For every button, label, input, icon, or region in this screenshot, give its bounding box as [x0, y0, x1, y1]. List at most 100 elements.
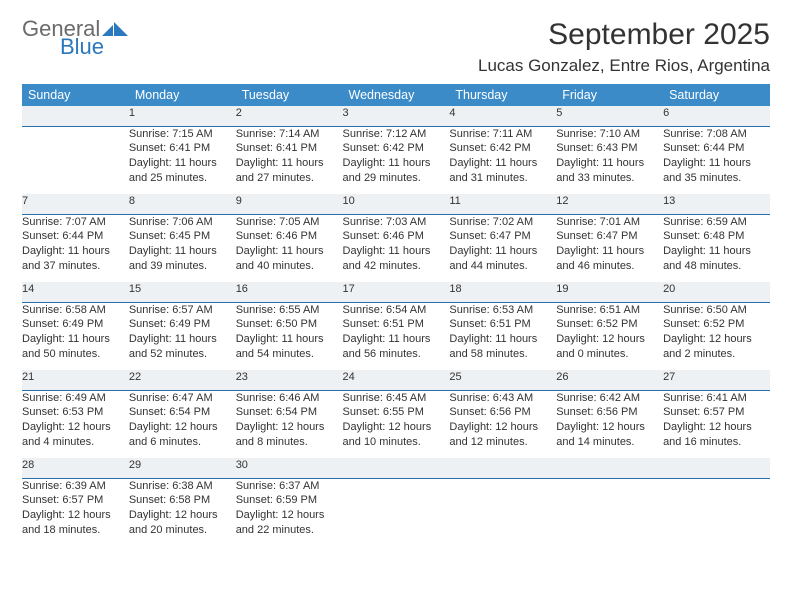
daylight-text-2: and 58 minutes.	[449, 347, 556, 362]
daylight-text-1: Daylight: 11 hours	[556, 244, 663, 259]
sunrise-text: Sunrise: 6:37 AM	[236, 479, 343, 494]
sunset-text: Sunset: 6:55 PM	[343, 405, 450, 420]
sunrise-text: Sunrise: 7:02 AM	[449, 215, 556, 230]
daylight-text-2: and 40 minutes.	[236, 259, 343, 274]
sunset-text: Sunset: 6:49 PM	[129, 317, 236, 332]
day-info-cell: Sunrise: 6:38 AMSunset: 6:58 PMDaylight:…	[129, 478, 236, 546]
daylight-text-2: and 25 minutes.	[129, 171, 236, 186]
daylight-text-1: Daylight: 11 hours	[236, 332, 343, 347]
day-info-row: Sunrise: 6:39 AMSunset: 6:57 PMDaylight:…	[22, 478, 770, 546]
daylight-text-1: Daylight: 11 hours	[449, 332, 556, 347]
day-number-cell: 19	[556, 282, 663, 302]
daylight-text-1: Daylight: 12 hours	[236, 420, 343, 435]
title-block: September 2025 Lucas Gonzalez, Entre Rio…	[478, 18, 770, 76]
sunset-text: Sunset: 6:52 PM	[556, 317, 663, 332]
daylight-text-2: and 2 minutes.	[663, 347, 770, 362]
daylight-text-2: and 48 minutes.	[663, 259, 770, 274]
day-info-cell: Sunrise: 7:12 AMSunset: 6:42 PMDaylight:…	[343, 126, 450, 194]
day-info-cell: Sunrise: 7:05 AMSunset: 6:46 PMDaylight:…	[236, 214, 343, 282]
day-info-row: Sunrise: 6:49 AMSunset: 6:53 PMDaylight:…	[22, 390, 770, 458]
day-number-row: 123456	[22, 106, 770, 126]
daylight-text-2: and 33 minutes.	[556, 171, 663, 186]
day-info-cell: Sunrise: 7:02 AMSunset: 6:47 PMDaylight:…	[449, 214, 556, 282]
daylight-text-1: Daylight: 12 hours	[663, 332, 770, 347]
day-info-cell: Sunrise: 6:39 AMSunset: 6:57 PMDaylight:…	[22, 478, 129, 546]
day-number-cell: 1	[129, 106, 236, 126]
calendar-header-row: SundayMondayTuesdayWednesdayThursdayFrid…	[22, 84, 770, 106]
day-info-cell: Sunrise: 6:59 AMSunset: 6:48 PMDaylight:…	[663, 214, 770, 282]
day-number-cell	[556, 458, 663, 478]
daylight-text-2: and 39 minutes.	[129, 259, 236, 274]
day-number-cell: 26	[556, 370, 663, 390]
sunrise-text: Sunrise: 6:42 AM	[556, 391, 663, 406]
day-number-cell: 12	[556, 194, 663, 214]
daylight-text-1: Daylight: 12 hours	[343, 420, 450, 435]
logo: General Blue	[22, 18, 128, 58]
header: General Blue September 2025 Lucas Gonzal…	[22, 18, 770, 76]
day-info-cell: Sunrise: 6:53 AMSunset: 6:51 PMDaylight:…	[449, 302, 556, 370]
day-info-cell: Sunrise: 6:58 AMSunset: 6:49 PMDaylight:…	[22, 302, 129, 370]
sunset-text: Sunset: 6:42 PM	[449, 141, 556, 156]
daylight-text-1: Daylight: 12 hours	[236, 508, 343, 523]
daylight-text-2: and 10 minutes.	[343, 435, 450, 450]
sunrise-text: Sunrise: 6:39 AM	[22, 479, 129, 494]
day-number-cell	[449, 458, 556, 478]
weekday-header: Saturday	[663, 84, 770, 106]
sunset-text: Sunset: 6:51 PM	[449, 317, 556, 332]
day-number-cell: 11	[449, 194, 556, 214]
day-number-cell: 6	[663, 106, 770, 126]
calendar-body: 123456Sunrise: 7:15 AMSunset: 6:41 PM Day…	[22, 106, 770, 546]
daylight-text-1: Daylight: 11 hours	[556, 156, 663, 171]
daylight-text-1: Daylight: 11 hours	[129, 332, 236, 347]
sunrise-text: Sunrise: 6:38 AM	[129, 479, 236, 494]
daylight-text-1: Daylight: 12 hours	[449, 420, 556, 435]
logo-text-blue: Blue	[60, 36, 128, 58]
daylight-text-2: and 52 minutes.	[129, 347, 236, 362]
sunrise-text: Sunrise: 6:47 AM	[129, 391, 236, 406]
day-info-cell: Sunrise: 6:37 AMSunset: 6:59 PMDaylight:…	[236, 478, 343, 546]
sunset-text: Sunset: 6:56 PM	[449, 405, 556, 420]
daylight-text-1: Daylight: 12 hours	[663, 420, 770, 435]
day-number-cell: 9	[236, 194, 343, 214]
day-info-cell: Sunrise: 6:54 AMSunset: 6:51 PMDaylight:…	[343, 302, 450, 370]
day-number-cell: 3	[343, 106, 450, 126]
sunset-text: Sunset: 6:48 PM	[663, 229, 770, 244]
month-title: September 2025	[478, 18, 770, 52]
sunset-text: Sunset: 6:44 PM	[663, 141, 770, 156]
sunrise-text: Sunrise: 7:15 AM	[129, 127, 236, 142]
sunset-text: Sunset: 6:54 PM	[129, 405, 236, 420]
day-info-cell: Sunrise: 7:06 AMSunset: 6:45 PMDaylight:…	[129, 214, 236, 282]
daylight-text-2: and 20 minutes.	[129, 523, 236, 538]
weekday-header: Monday	[129, 84, 236, 106]
day-info-cell: Sunrise: 7:10 AMSunset: 6:43 PMDaylight:…	[556, 126, 663, 194]
day-number-cell: 15	[129, 282, 236, 302]
sunrise-text: Sunrise: 7:11 AM	[449, 127, 556, 142]
day-info-cell: Sunrise: 6:45 AMSunset: 6:55 PMDaylight:…	[343, 390, 450, 458]
day-info-row: Sunrise: 7:07 AMSunset: 6:44 PMDaylight:…	[22, 214, 770, 282]
daylight-text-2: and 54 minutes.	[236, 347, 343, 362]
weekday-header: Tuesday	[236, 84, 343, 106]
daylight-text-1: Daylight: 11 hours	[22, 244, 129, 259]
day-number-cell: 4	[449, 106, 556, 126]
daylight-text-2: and 27 minutes.	[236, 171, 343, 186]
day-number-cell: 17	[343, 282, 450, 302]
daylight-text-1: Daylight: 12 hours	[22, 420, 129, 435]
daylight-text-2: and 14 minutes.	[556, 435, 663, 450]
sunrise-text: Sunrise: 6:58 AM	[22, 303, 129, 318]
sunset-text: Sunset: 6:47 PM	[556, 229, 663, 244]
weekday-header: Thursday	[449, 84, 556, 106]
day-number-cell: 10	[343, 194, 450, 214]
day-info-cell: Sunrise: 6:51 AMSunset: 6:52 PMDaylight:…	[556, 302, 663, 370]
sunrise-text: Sunrise: 6:50 AM	[663, 303, 770, 318]
day-info-cell: Sunrise: 7:11 AMSunset: 6:42 PMDaylight:…	[449, 126, 556, 194]
day-number-row: 282930	[22, 458, 770, 478]
day-number-cell: 18	[449, 282, 556, 302]
day-number-cell: 27	[663, 370, 770, 390]
sunset-text: Sunset: 6:46 PM	[236, 229, 343, 244]
sunset-text: Sunset: 6:41 PM	[236, 141, 343, 156]
day-number-cell: 7	[22, 194, 129, 214]
sunset-text: Sunset: 6:51 PM	[343, 317, 450, 332]
daylight-text-2: and 29 minutes.	[343, 171, 450, 186]
day-info-cell: Sunrise: 6:47 AMSunset: 6:54 PMDaylight:…	[129, 390, 236, 458]
daylight-text-2: and 18 minutes.	[22, 523, 129, 538]
